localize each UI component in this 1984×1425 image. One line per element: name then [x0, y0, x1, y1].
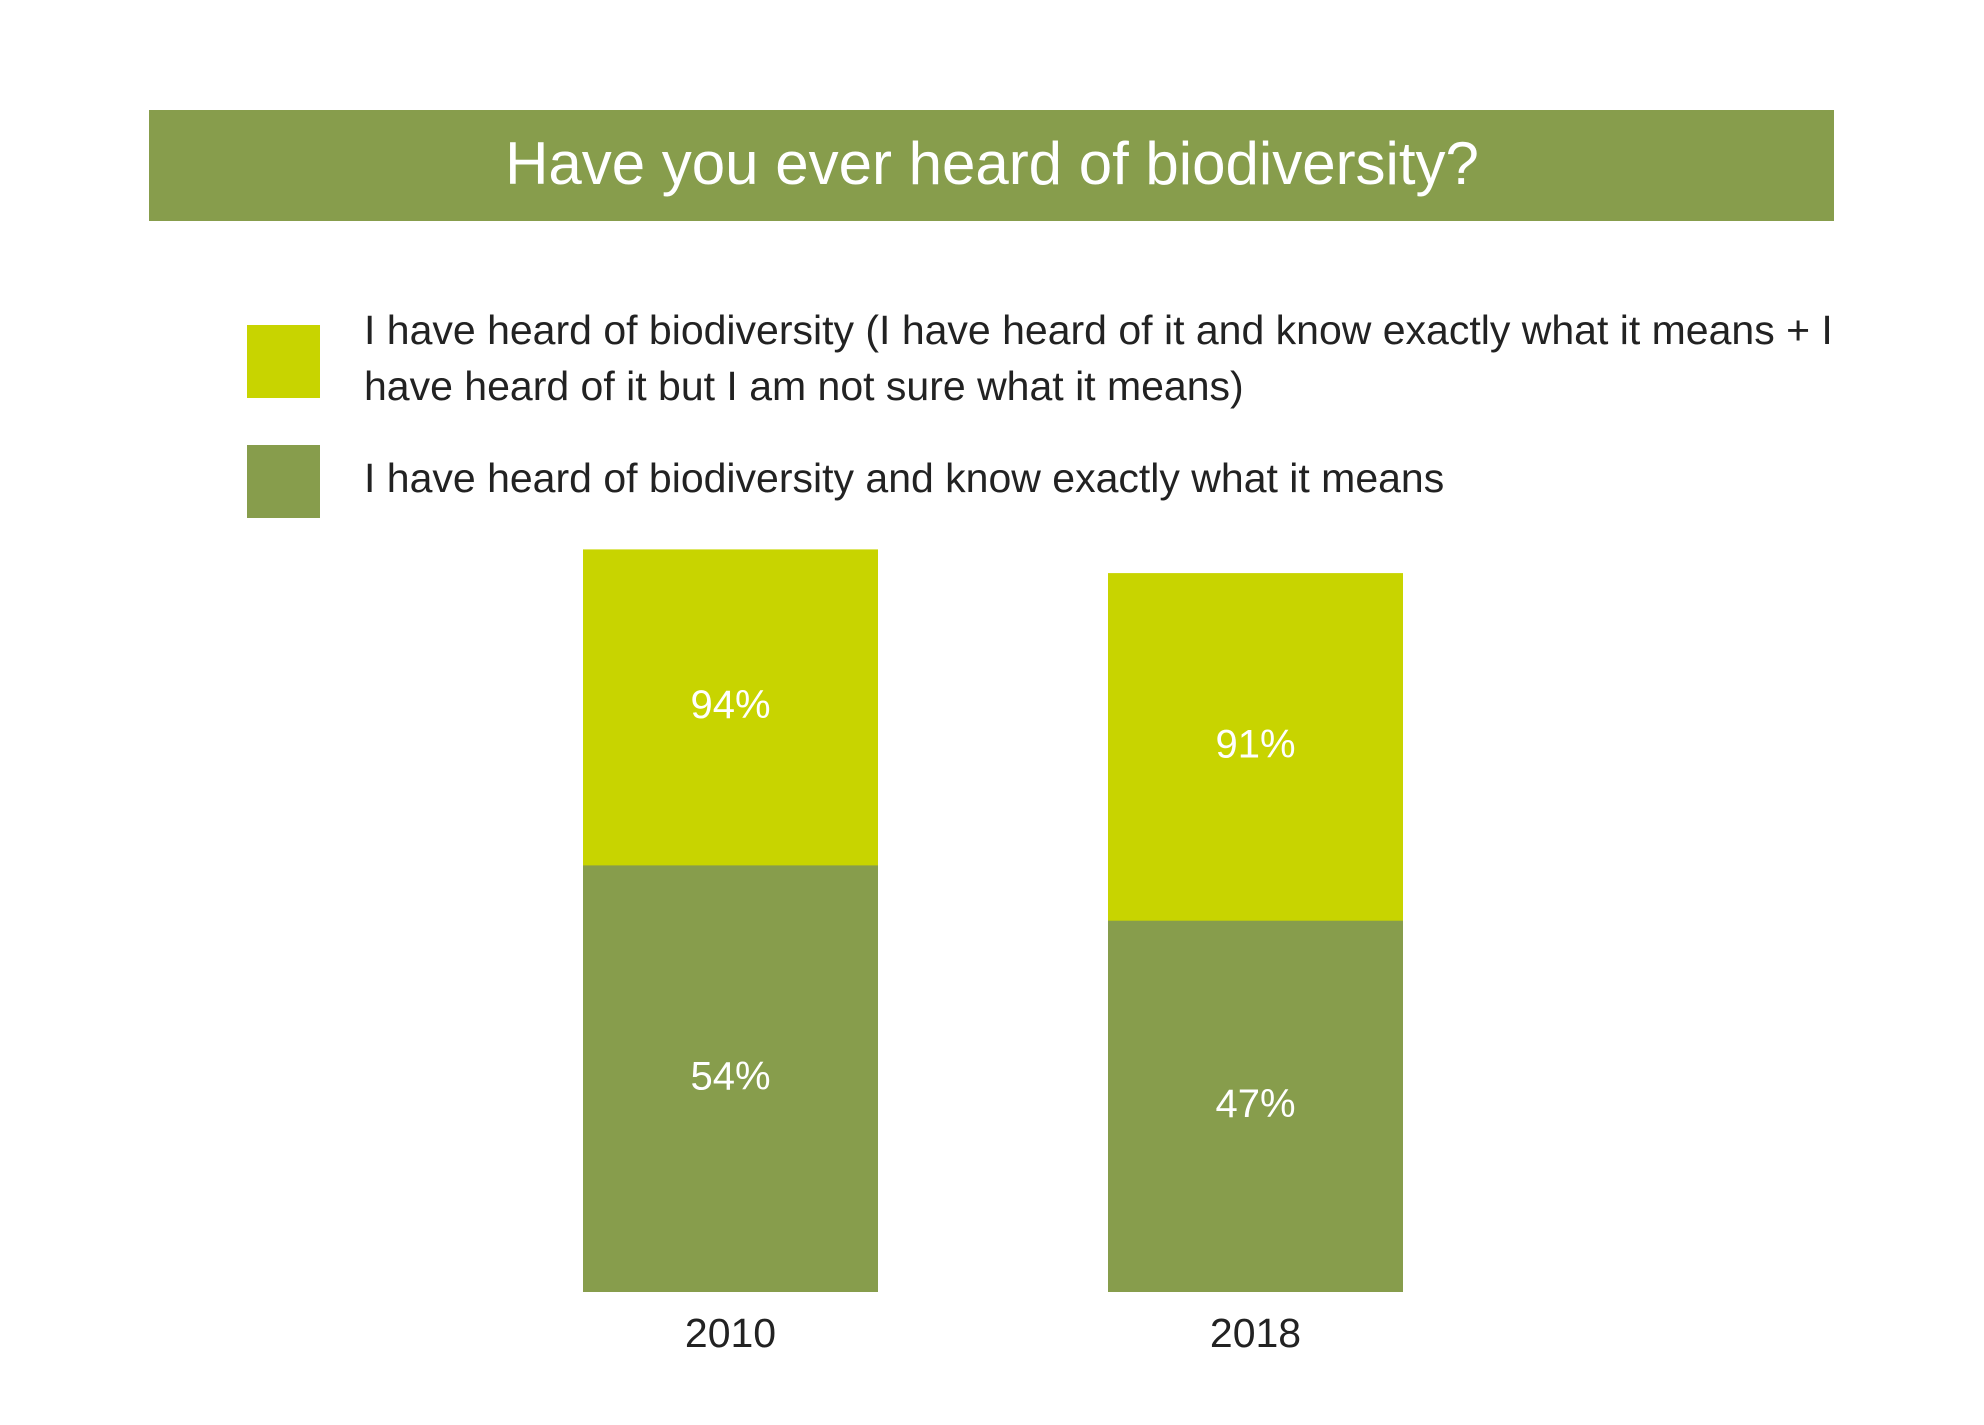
title-band	[149, 110, 1834, 221]
chart-title: Have you ever heard of biodiversity?	[505, 130, 1479, 197]
bar	[1108, 920, 1403, 1292]
value-label: 94%	[690, 683, 770, 727]
legend-swatch	[247, 325, 320, 398]
value-label: 47%	[1215, 1082, 1295, 1126]
legend-label: I have heard of biodiversity and know ex…	[364, 455, 1445, 501]
x-tick-label: 2010	[685, 1310, 776, 1356]
value-label: 91%	[1215, 722, 1295, 766]
bar	[583, 865, 878, 1292]
x-tick-label: 2018	[1210, 1310, 1301, 1356]
legend-label: I have heard of biodiversity (I have hea…	[364, 307, 1833, 409]
legend-swatch	[247, 445, 320, 518]
value-label: 54%	[690, 1054, 770, 1098]
